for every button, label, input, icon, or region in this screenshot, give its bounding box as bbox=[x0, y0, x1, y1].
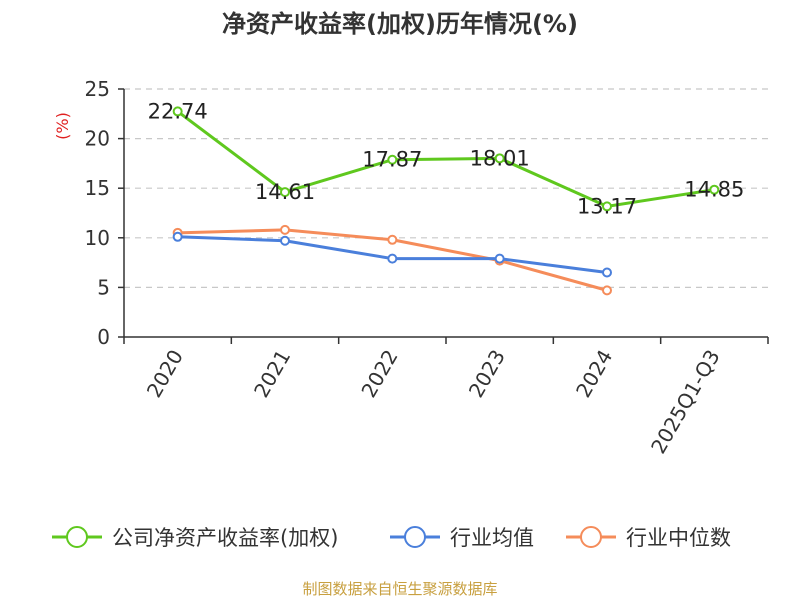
data-label: 18.01 bbox=[470, 146, 530, 170]
data-point[interactable] bbox=[387, 154, 398, 165]
legend-item[interactable]: 行业中位数 bbox=[566, 526, 731, 550]
data-point[interactable] bbox=[709, 184, 720, 195]
series-group bbox=[172, 106, 720, 296]
data-point[interactable] bbox=[602, 267, 612, 278]
data-label: 17.87 bbox=[362, 148, 422, 172]
data-label: 14.85 bbox=[684, 178, 744, 202]
data-point[interactable] bbox=[387, 234, 398, 245]
data-point[interactable] bbox=[172, 231, 183, 242]
axes: 0 5 10 15 20 25 2020 2021 2022 2023 2024 2025Q1-Q3 bbox=[85, 77, 769, 458]
data-label: 22.74 bbox=[148, 99, 208, 123]
y-tick-label: 10 bbox=[85, 226, 110, 250]
y-tick-label: 25 bbox=[85, 77, 110, 101]
legend-item[interactable]: 行业均值 bbox=[390, 526, 534, 550]
data-point[interactable] bbox=[387, 253, 398, 264]
data-point[interactable] bbox=[602, 285, 612, 296]
legend-marker bbox=[404, 526, 426, 548]
chart-title: 净资产收益率(加权)历年情况(%) bbox=[222, 10, 578, 38]
data-label: 13.17 bbox=[577, 194, 637, 218]
legend-marker bbox=[580, 526, 602, 548]
data-point[interactable] bbox=[280, 224, 290, 235]
data-point[interactable] bbox=[172, 106, 183, 117]
data-labels: 22.74 14.61 17.87 18.01 13.17 14.85 bbox=[148, 99, 745, 218]
x-tick-label: 2022 bbox=[356, 346, 402, 402]
legend-label: 公司净资产收益率(加权) bbox=[112, 526, 338, 550]
x-tick-label: 2020 bbox=[142, 346, 188, 402]
source-note: 制图数据来自恒生聚源数据库 bbox=[302, 580, 497, 598]
data-point[interactable] bbox=[602, 201, 612, 212]
grid bbox=[124, 88, 768, 288]
y-tick-label: 0 bbox=[97, 325, 110, 349]
series-line-0 bbox=[176, 110, 715, 208]
legend-marker bbox=[66, 526, 88, 548]
legend-item[interactable]: 公司净资产收益率(加权) bbox=[52, 526, 338, 550]
x-tick-label: 2025Q1-Q3 bbox=[646, 346, 725, 458]
data-point[interactable] bbox=[280, 187, 290, 198]
legend-label: 行业均值 bbox=[450, 526, 534, 550]
data-point[interactable] bbox=[280, 235, 290, 246]
legend[interactable]: 公司净资产收益率(加权) 行业均值 行业中位数 bbox=[52, 526, 731, 550]
legend-label: 行业中位数 bbox=[626, 526, 731, 550]
y-axis-label: (%) bbox=[53, 112, 72, 140]
x-tick-label: 2021 bbox=[249, 346, 295, 402]
x-tick-label: 2023 bbox=[464, 345, 510, 401]
y-tick-label: 15 bbox=[85, 176, 110, 200]
data-point[interactable] bbox=[494, 253, 505, 264]
y-tick-label: 5 bbox=[97, 275, 110, 299]
data-point[interactable] bbox=[494, 153, 505, 164]
x-tick-label: 2024 bbox=[571, 346, 617, 402]
y-tick-label: 20 bbox=[85, 127, 110, 151]
data-label: 14.61 bbox=[255, 180, 315, 204]
